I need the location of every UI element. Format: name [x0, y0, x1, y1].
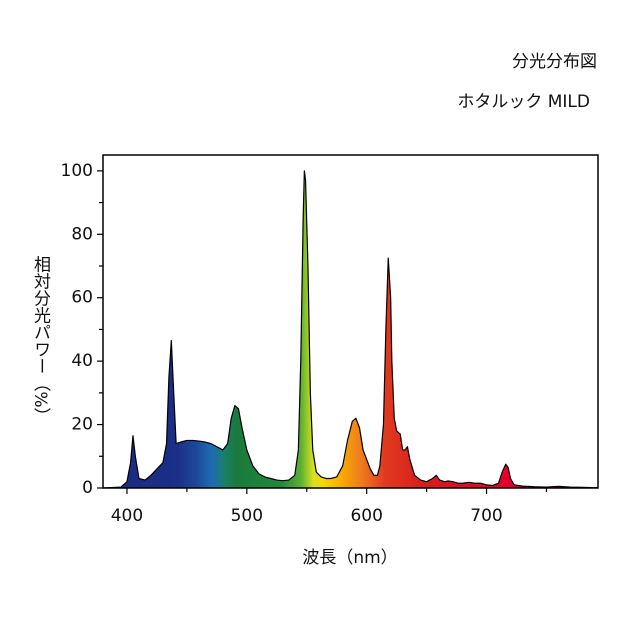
x-tick-label: 400 [111, 506, 143, 526]
plot-area [102, 170, 599, 489]
y-tick-label: 80 [71, 224, 93, 244]
x-tick-label: 600 [350, 506, 382, 526]
y-axis-label: 相対分光パワー（%） [30, 255, 51, 424]
plot-frame [102, 154, 599, 489]
y-tick-label: 0 [82, 478, 93, 498]
y-tick-label: 20 [71, 415, 93, 435]
x-tick-label: 500 [231, 506, 263, 526]
chart-subtitle: ホタルック MILD [457, 92, 590, 112]
x-axis-label: 波長（nm） [302, 548, 397, 568]
spectrum-area [103, 170, 598, 489]
chart-title: 分光分布図 [512, 52, 597, 72]
y-tick-label: 100 [61, 161, 93, 181]
y-tick-label: 40 [71, 351, 93, 371]
y-tick-label: 60 [71, 288, 93, 308]
x-tick-label: 700 [470, 506, 502, 526]
spectrum-line [102, 170, 599, 489]
